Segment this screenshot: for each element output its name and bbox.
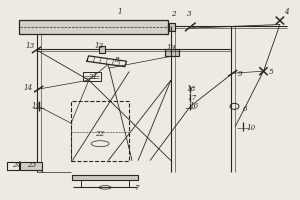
- Bar: [169, 23, 175, 31]
- Text: 7: 7: [134, 184, 139, 192]
- Text: 1: 1: [118, 8, 122, 16]
- Text: 17: 17: [187, 94, 196, 102]
- Text: 9: 9: [237, 70, 242, 78]
- Bar: [72, 175, 138, 180]
- Text: 23: 23: [27, 161, 37, 169]
- Text: 6: 6: [243, 105, 248, 113]
- Bar: [7, 162, 19, 170]
- Text: 4: 4: [284, 8, 288, 16]
- Text: 3: 3: [187, 10, 191, 18]
- Bar: [20, 162, 42, 170]
- Text: 22: 22: [94, 130, 104, 138]
- Text: 24: 24: [12, 161, 21, 169]
- Text: 2: 2: [171, 10, 175, 18]
- Text: 15: 15: [31, 102, 40, 110]
- Text: 8: 8: [115, 56, 119, 64]
- Text: 13: 13: [26, 42, 35, 50]
- Text: 5: 5: [268, 68, 273, 76]
- Bar: [71, 101, 129, 161]
- Bar: [99, 46, 105, 53]
- Text: 18: 18: [187, 85, 196, 93]
- Bar: [19, 20, 168, 34]
- Bar: [83, 72, 101, 81]
- Text: 16: 16: [190, 102, 199, 110]
- Bar: [165, 49, 179, 56]
- Text: 19: 19: [167, 44, 176, 52]
- Text: 21: 21: [88, 73, 97, 81]
- Text: 12: 12: [94, 42, 104, 50]
- Text: 10: 10: [247, 124, 256, 132]
- Text: 14: 14: [23, 84, 33, 92]
